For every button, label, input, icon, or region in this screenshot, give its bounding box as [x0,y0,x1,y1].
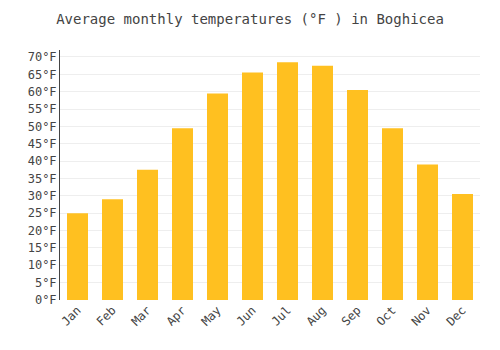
svg-text:25°F: 25°F [28,206,57,220]
svg-text:45°F: 45°F [28,137,57,151]
svg-text:Jan: Jan [59,303,84,328]
svg-text:Apr: Apr [164,303,189,328]
svg-text:Jul: Jul [269,303,294,328]
svg-text:35°F: 35°F [28,172,57,186]
svg-text:Sep: Sep [339,303,364,328]
svg-text:40°F: 40°F [28,154,57,168]
svg-text:55°F: 55°F [28,102,57,116]
svg-text:Average monthly temperatures (: Average monthly temperatures (°F ) in Bo… [56,11,444,27]
svg-text:60°F: 60°F [28,85,57,99]
svg-text:Jun: Jun [234,303,259,328]
svg-text:May: May [199,303,224,328]
svg-text:30°F: 30°F [28,189,57,203]
svg-text:20°F: 20°F [28,224,57,238]
svg-text:Oct: Oct [374,303,399,328]
svg-text:0°F: 0°F [35,293,57,307]
svg-text:65°F: 65°F [28,68,57,82]
svg-text:5°F: 5°F [35,276,57,290]
svg-text:70°F: 70°F [28,50,57,64]
svg-text:10°F: 10°F [28,258,57,272]
svg-text:Aug: Aug [304,303,329,328]
svg-text:Feb: Feb [94,303,119,328]
svg-text:Mar: Mar [129,303,154,328]
svg-text:50°F: 50°F [28,120,57,134]
svg-text:Dec: Dec [444,303,469,328]
svg-text:15°F: 15°F [28,241,57,255]
svg-text:Nov: Nov [409,303,434,328]
